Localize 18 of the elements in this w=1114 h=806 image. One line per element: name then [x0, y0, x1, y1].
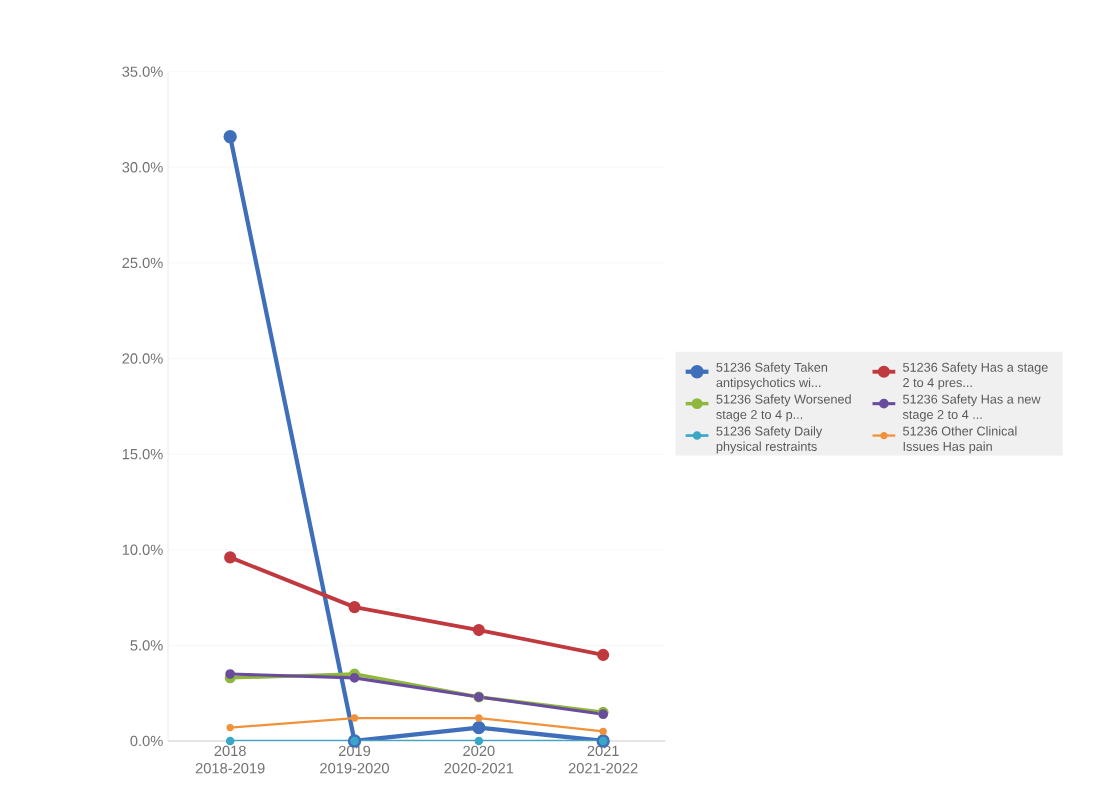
- y-tick-label: 0.0%: [130, 735, 163, 747]
- y-tick-label: 35.0%: [122, 66, 163, 77]
- x-tick-label: 2021 2021-2022: [568, 745, 638, 774]
- y-tick-label: 15.0%: [122, 448, 163, 460]
- x-tick-label: 2018 2018-2019: [195, 745, 265, 774]
- legend-label: 51236 Safety Taken antipsychotics wi...: [716, 362, 828, 390]
- legend-label: 51236 Safety Has a stage 2 to 4 pres...: [903, 362, 1048, 390]
- y-tick-label: 25.0%: [122, 257, 163, 269]
- y-tick-label: 30.0%: [122, 162, 163, 173]
- y-tick-label: 5.0%: [130, 640, 163, 651]
- legend-label: 51236 Safety Worsened stage 2 to 4 p...: [716, 394, 851, 422]
- y-tick-label: 10.0%: [122, 544, 163, 555]
- x-tick-label: 2020 2020-2021: [444, 745, 514, 774]
- legend-label: 51236 Other Clinical Issues Has pain: [903, 426, 1017, 454]
- y-tick-label: 20.0%: [122, 353, 163, 364]
- legend-label: 51236 Safety Daily physical restraints: [716, 426, 823, 454]
- x-tick-label: 2019 2019-2020: [320, 745, 389, 774]
- legend-label: 51236 Safety Has a new stage 2 to 4 ...: [902, 394, 1041, 422]
